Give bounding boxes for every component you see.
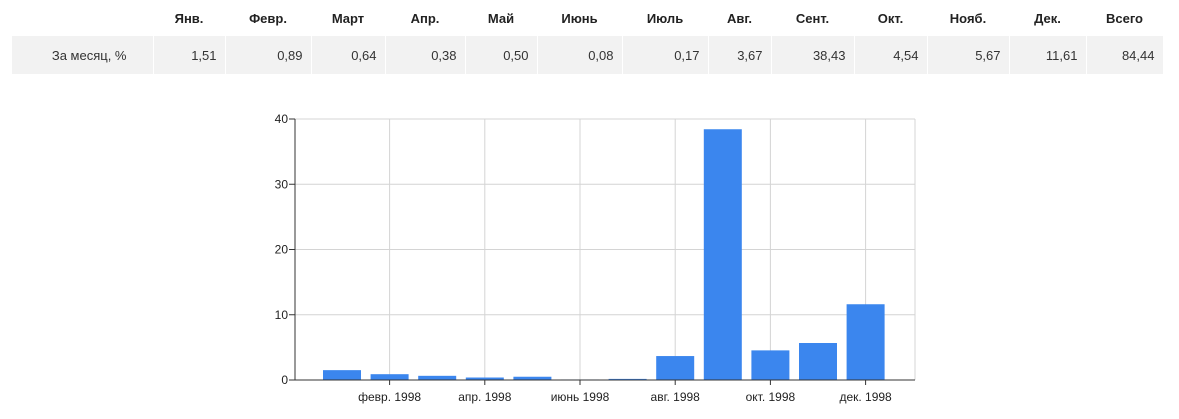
table-cell: 0,89 [225,36,312,74]
row-label: За месяц, % [12,36,154,74]
table-header-cell: Февр. [225,0,311,36]
table-cell: 4,54 [854,36,928,74]
y-tick-label: 40 [275,112,289,126]
table-header-cell [12,0,153,36]
table-header-cell: Июнь [537,0,622,36]
chart-axes [289,118,915,385]
bar [656,356,695,380]
table-header-row: Янв. Февр. Март Апр. Май Июнь Июль Авг. … [12,0,1163,36]
table-header-cell: Март [311,0,385,36]
x-tick-label: февр. 1998 [358,390,421,404]
bar [370,374,409,380]
table-cell: 84,44 [1086,36,1164,74]
y-tick-label: 30 [275,177,289,191]
table-cell: 11,61 [1009,36,1087,74]
bar [703,129,742,380]
chart-tick-labels: 0 10 20 30 40 февр. 1998 апр. 1998 июнь 1998 авг… [275,112,892,404]
table-header-cell: Нояб. [927,0,1009,36]
x-tick-label: дек. 1998 [839,390,892,404]
bar [418,375,457,380]
bar [799,343,837,380]
table-cell: 0,50 [465,36,538,74]
y-tick-label: 0 [281,373,288,387]
inflation-table: Янв. Февр. Март Апр. Май Июнь Июль Авг. … [12,0,1164,74]
table-header-cell: Дек. [1009,0,1086,36]
chart-grid [295,118,916,381]
bar [608,378,647,380]
table-header-cell: Авг. [708,0,771,36]
table-cell: 5,67 [927,36,1010,74]
table-header-cell: Сент. [771,0,854,36]
table-header-cell: Июль [622,0,708,36]
table-cell: 0,08 [537,36,623,74]
bar [846,304,885,380]
x-tick-label: апр. 1998 [458,390,512,404]
bar [513,376,552,380]
y-tick-label: 10 [275,308,289,322]
x-tick-label: авг. 1998 [651,390,701,404]
table-header-cell: Апр. [385,0,465,36]
table-cell: 0,17 [622,36,709,74]
bar [323,370,361,380]
table-row: За месяц, % 1,51 0,89 0,64 0,38 0,50 0,0… [12,36,1164,74]
table-cell: 3,67 [708,36,772,74]
table-cell: 0,38 [385,36,466,74]
table-cell: 38,43 [771,36,855,74]
table-header-cell: Май [465,0,537,36]
x-tick-label: окт. 1998 [746,390,796,404]
y-tick-label: 20 [275,243,289,257]
x-tick-label: июнь 1998 [551,390,610,404]
table-header-cell: Всего [1086,0,1163,36]
table-cell: 1,51 [153,36,226,74]
table-header-cell: Окт. [854,0,927,36]
inflation-table-container: Янв. Февр. Март Апр. Май Июнь Июль Авг. … [12,0,1164,74]
table-cell: 0,64 [311,36,386,74]
table-header-cell: Янв. [153,0,225,36]
bar [465,377,504,380]
chart-bars [323,129,885,380]
bar [751,350,790,380]
